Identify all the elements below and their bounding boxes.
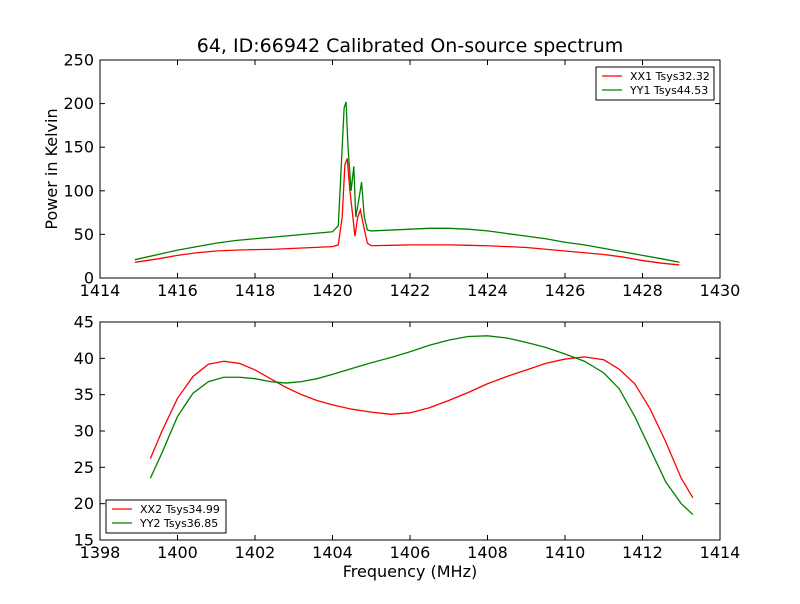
legend-box: [105, 499, 227, 534]
y-tick-label: 150: [63, 138, 94, 157]
x-tick-label: 1402: [235, 543, 276, 562]
x-tick-label: 1416: [157, 281, 198, 300]
x-tick-label: 1430: [700, 281, 741, 300]
x-tick-label: 1410: [545, 543, 586, 562]
x-tick-label: 1406: [390, 543, 431, 562]
x-axis-label: Frequency (MHz): [343, 562, 477, 581]
y-tick-label: 35: [74, 385, 94, 404]
x-tick-label: 1414: [80, 281, 121, 300]
x-tick-label: 1412: [622, 543, 663, 562]
x-tick-label: 1424: [467, 281, 508, 300]
x-tick-label: 1408: [467, 543, 508, 562]
y-tick-label: 250: [63, 51, 94, 70]
x-tick-label: 1400: [157, 543, 198, 562]
figure-title: 64, ID:66942 Calibrated On-source spectr…: [197, 35, 624, 57]
y-tick-label: 15: [74, 531, 94, 550]
x-tick-label: 1418: [235, 281, 276, 300]
chart-2: 1398 1400 1402 1404 1406 1408 1410 1412 1414 15 20…: [74, 313, 741, 582]
y-tick-label: 20: [74, 494, 94, 513]
y-tick-label: 45: [74, 313, 94, 332]
x-tick-label: 1398: [80, 543, 121, 562]
legend-box: [595, 66, 715, 101]
legend-entry: XX2 Tsys34.99: [140, 503, 220, 516]
legend-entry: YY2 Tsys36.85: [139, 517, 218, 530]
y-tick-label: 100: [63, 181, 94, 200]
series-line-1: [149, 356, 694, 499]
x-tick-label: 1414: [700, 543, 741, 562]
series-line-2: [134, 101, 680, 263]
y-tick-label: 40: [74, 349, 94, 368]
legend-entry: XX1 Tsys32.32: [630, 70, 710, 83]
x-tick-label: 1426: [545, 281, 586, 300]
y-tick-label: 50: [74, 225, 94, 244]
x-tick-label: 1404: [312, 543, 353, 562]
x-tick-label: 1422: [390, 281, 431, 300]
y-tick-label: 0: [84, 269, 94, 288]
series-line-2: [149, 335, 694, 516]
series-line-1: [134, 158, 680, 266]
x-tick-label: 1428: [622, 281, 663, 300]
y-tick-label: 30: [74, 422, 94, 441]
y-axis-label: Power in Kelvin: [42, 108, 61, 229]
x-tick-label: 1420: [312, 281, 353, 300]
y-tick-label: 200: [63, 94, 94, 113]
legend-entry: YY1 Tsys44.53: [629, 84, 708, 97]
y-tick-label: 25: [74, 458, 94, 477]
chart-1: 1414 1416 1418 1420 1422 1424 1426 1428 1430 0 50 1…: [42, 51, 740, 301]
